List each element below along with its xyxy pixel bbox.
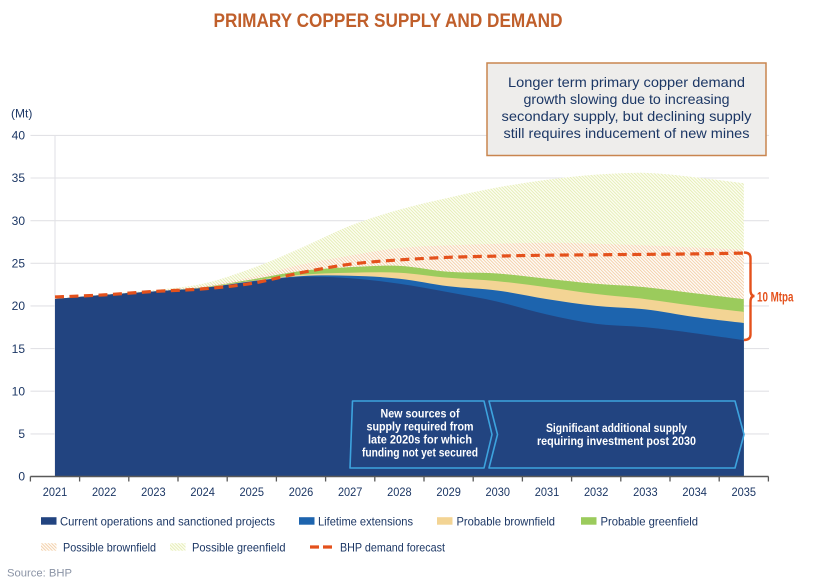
- svg-text:2025: 2025: [240, 485, 265, 499]
- svg-text:20: 20: [12, 299, 26, 313]
- svg-text:New sources of: New sources of: [381, 409, 460, 421]
- svg-text:2033: 2033: [633, 485, 658, 499]
- svg-text:growth slowing due to increasi: growth slowing due to increasing: [524, 92, 730, 107]
- svg-text:Lifetime extensions: Lifetime extensions: [318, 515, 413, 529]
- svg-text:2022: 2022: [92, 485, 117, 499]
- svg-text:2030: 2030: [486, 485, 511, 499]
- svg-text:2027: 2027: [338, 485, 363, 499]
- svg-text:2028: 2028: [387, 485, 412, 499]
- svg-text:late 2020s for which: late 2020s for which: [368, 435, 472, 447]
- svg-text:BHP demand forecast: BHP demand forecast: [340, 541, 446, 555]
- svg-text:Current operations and sanctio: Current operations and sanctioned projec…: [60, 515, 275, 529]
- svg-text:secondary supply, but declinin: secondary supply, but declining supply: [502, 109, 752, 124]
- svg-text:2021: 2021: [43, 485, 68, 499]
- svg-text:Source: BHP: Source: BHP: [7, 568, 72, 580]
- svg-text:2026: 2026: [289, 485, 314, 499]
- svg-text:Probable greenfield: Probable greenfield: [601, 515, 699, 529]
- svg-text:2034: 2034: [682, 485, 707, 499]
- svg-text:PRIMARY COPPER SUPPLY AND DEMA: PRIMARY COPPER SUPPLY AND DEMAND: [214, 11, 563, 32]
- svg-text:Significant additional supply: Significant additional supply: [546, 423, 688, 435]
- svg-text:still requires inducement of n: still requires inducement of new mines: [504, 126, 750, 141]
- svg-text:30: 30: [12, 214, 26, 228]
- svg-text:Longer term primary copper dem: Longer term primary copper demand: [508, 75, 745, 90]
- svg-text:40: 40: [12, 129, 26, 143]
- svg-text:Probable brownfield: Probable brownfield: [457, 515, 556, 529]
- svg-text:0: 0: [18, 470, 25, 484]
- svg-text:2023: 2023: [141, 485, 166, 499]
- svg-text:Possible brownfield: Possible brownfield: [63, 541, 156, 555]
- svg-text:2032: 2032: [584, 485, 609, 499]
- svg-text:15: 15: [12, 342, 26, 356]
- svg-text:25: 25: [12, 257, 26, 271]
- svg-text:10: 10: [12, 384, 26, 398]
- svg-text:Possible greenfield: Possible greenfield: [192, 541, 286, 555]
- svg-text:2031: 2031: [535, 485, 560, 499]
- svg-text:2024: 2024: [190, 485, 215, 499]
- svg-text:requiring investment post 2030: requiring investment post 2030: [537, 436, 696, 448]
- svg-text:funding not yet secured: funding not yet secured: [362, 448, 478, 460]
- svg-text:(Mt): (Mt): [11, 107, 32, 121]
- svg-text:supply required from: supply required from: [367, 422, 474, 434]
- svg-text:10 Mtpa: 10 Mtpa: [757, 289, 794, 305]
- svg-text:2035: 2035: [732, 485, 757, 499]
- svg-text:35: 35: [12, 171, 26, 185]
- svg-text:2029: 2029: [436, 485, 461, 499]
- svg-text:5: 5: [18, 427, 25, 441]
